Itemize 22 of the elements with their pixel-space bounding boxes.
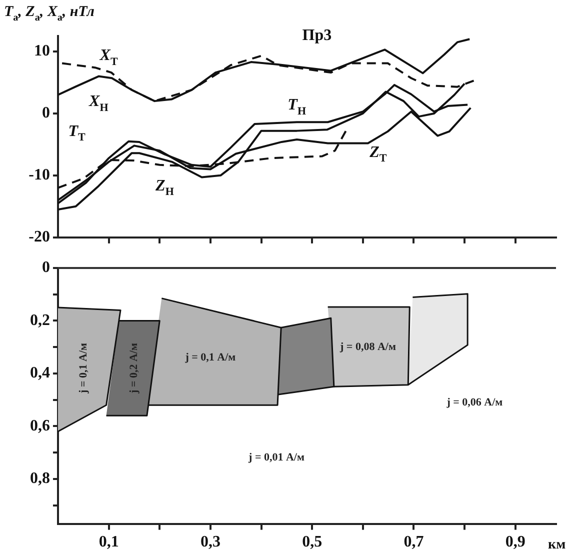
y-tick-label: -20 (28, 228, 50, 246)
y-tick-label: 0,6 (30, 417, 50, 434)
annotation: j = 0,1 А/м (77, 342, 90, 394)
annotation: j = 0,2 А/м (128, 342, 140, 394)
y-tick-label: 0,2 (30, 312, 50, 329)
y-tick-label: 0,4 (30, 364, 50, 382)
y-tick-label: 0,8 (30, 470, 50, 488)
x-tick-label: 0,9 (505, 534, 526, 551)
annotation: j = 0,1 А/м (184, 352, 236, 364)
y-tick-label: 10 (34, 42, 50, 60)
x-tick-label: 0,1 (98, 534, 119, 551)
x-tick-label: 0,3 (200, 534, 220, 551)
x-axis-title: км (548, 537, 566, 552)
y-tick-label: -10 (28, 166, 50, 184)
annotation: j = 0,08 А/м (339, 340, 396, 353)
x-tick-label: 0,5 (302, 534, 322, 551)
annotation: j = 0,06 А/м (446, 396, 504, 408)
x-tick-label: 0,7 (404, 534, 424, 551)
chart-title: Пр3 (302, 27, 332, 44)
y-tick-label: 0 (42, 259, 50, 276)
y-tick-label: 0 (42, 104, 50, 122)
annotation: j = 0,01 А/м (248, 452, 305, 464)
